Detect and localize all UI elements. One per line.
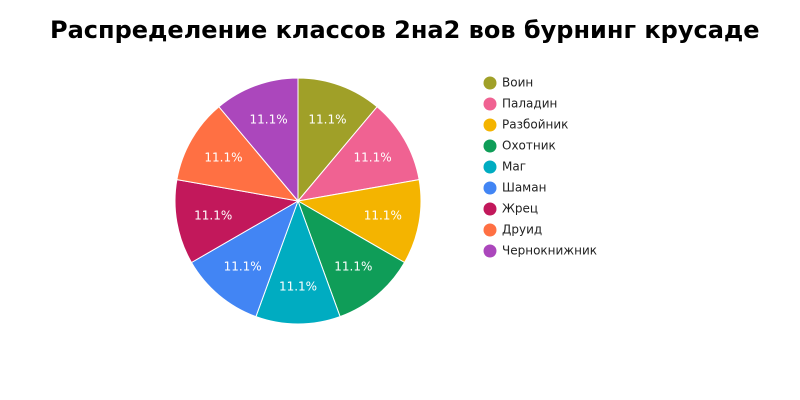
legend-label: Шаман [502, 181, 546, 195]
slice-label: 11.1% [364, 208, 402, 222]
legend-label: Воин [502, 76, 533, 90]
slice-label: 11.1% [308, 113, 346, 127]
slice-label: 11.1% [354, 150, 392, 164]
pie-slice [297, 77, 378, 203]
legend-marker [483, 223, 497, 237]
legend-marker [483, 244, 497, 258]
pie-slice [296, 179, 422, 264]
pie-slice [190, 199, 299, 318]
legend-label: Охотник [502, 139, 556, 153]
pie-slice [255, 199, 341, 325]
pie-slice [218, 77, 299, 203]
slice-label: 11.1% [204, 150, 242, 164]
slice-label: 11.1% [249, 113, 287, 127]
slice-label: 11.1% [279, 280, 317, 294]
legend-label: Маг [502, 160, 526, 174]
legend-marker [483, 181, 497, 195]
pie-slice [296, 106, 420, 202]
pie-slice [297, 199, 406, 318]
legend-marker [483, 76, 497, 90]
slice-label: 11.1% [194, 208, 232, 222]
legend-marker [483, 97, 497, 111]
chart-title: Распределение классов 2на2 вов бурнинг к… [50, 16, 760, 44]
legend-label: Паладин [502, 97, 557, 111]
pie-slice [176, 106, 300, 202]
legend-label: Друид [502, 223, 542, 237]
pie-slice [174, 179, 300, 264]
legend-label: Чернокнижник [502, 244, 597, 258]
legend-marker [483, 202, 497, 216]
legend-label: Разбойник [502, 118, 568, 132]
legend-marker [483, 118, 497, 132]
slice-label: 11.1% [224, 259, 262, 273]
slice-label: 11.1% [334, 259, 372, 273]
legend-label: Жрец [502, 202, 538, 216]
legend-marker [483, 160, 497, 174]
legend-marker [483, 139, 497, 153]
